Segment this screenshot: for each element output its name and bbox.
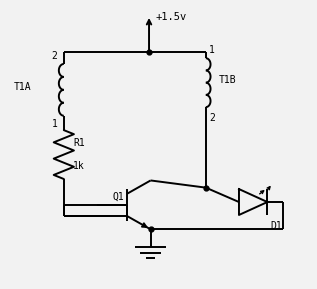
Text: 2: 2 xyxy=(52,51,57,61)
Text: 2: 2 xyxy=(209,113,215,123)
Text: Q1: Q1 xyxy=(112,191,124,201)
Text: T1B: T1B xyxy=(218,75,236,85)
Text: R1: R1 xyxy=(73,138,85,148)
Text: T1A: T1A xyxy=(13,82,31,92)
Text: 1: 1 xyxy=(209,45,215,55)
Text: 1: 1 xyxy=(52,118,57,129)
Text: D1: D1 xyxy=(270,221,282,231)
Text: +1.5v: +1.5v xyxy=(155,12,187,22)
Text: 1k: 1k xyxy=(73,161,85,171)
